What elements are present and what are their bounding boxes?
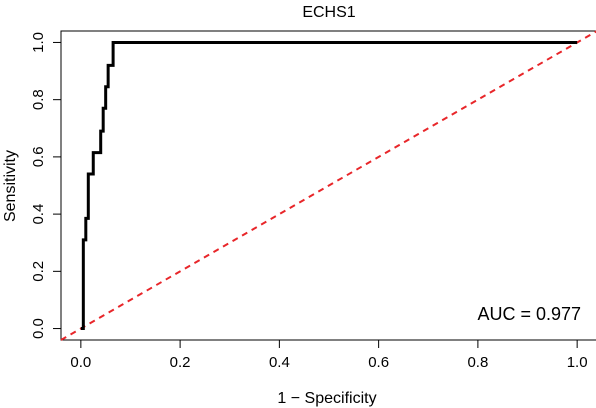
y-tick-label: 0.2 (30, 261, 47, 282)
y-axis-label: Sensitivity (2, 150, 19, 222)
x-tick-label: 0.4 (269, 354, 290, 371)
x-tick-label: 1.0 (567, 354, 588, 371)
y-axis: 0.0 0.2 0.4 0.6 0.8 1.0 (30, 32, 62, 339)
series-layer (60, 30, 596, 341)
x-tick-label: 0.2 (170, 354, 191, 371)
auc-annotation: AUC = 0.977 (477, 304, 581, 324)
x-axis-label: 1 − Specificity (277, 390, 376, 407)
x-tick-label: 0.0 (70, 354, 91, 371)
y-tick-label: 0.0 (30, 318, 47, 339)
x-axis: 0.0 0.2 0.4 0.6 0.8 1.0 (70, 339, 588, 371)
y-tick-label: 0.4 (30, 204, 47, 225)
roc-curve-line (80, 40, 578, 331)
x-tick-label: 0.8 (467, 354, 488, 371)
y-tick-label: 1.0 (30, 32, 47, 53)
y-tick-label: 0.6 (30, 146, 47, 167)
y-tick-label: 0.8 (30, 89, 47, 110)
chart-title: ECHS1 (302, 4, 355, 21)
x-tick-label: 0.6 (368, 354, 389, 371)
reference-diagonal-line (60, 30, 596, 341)
